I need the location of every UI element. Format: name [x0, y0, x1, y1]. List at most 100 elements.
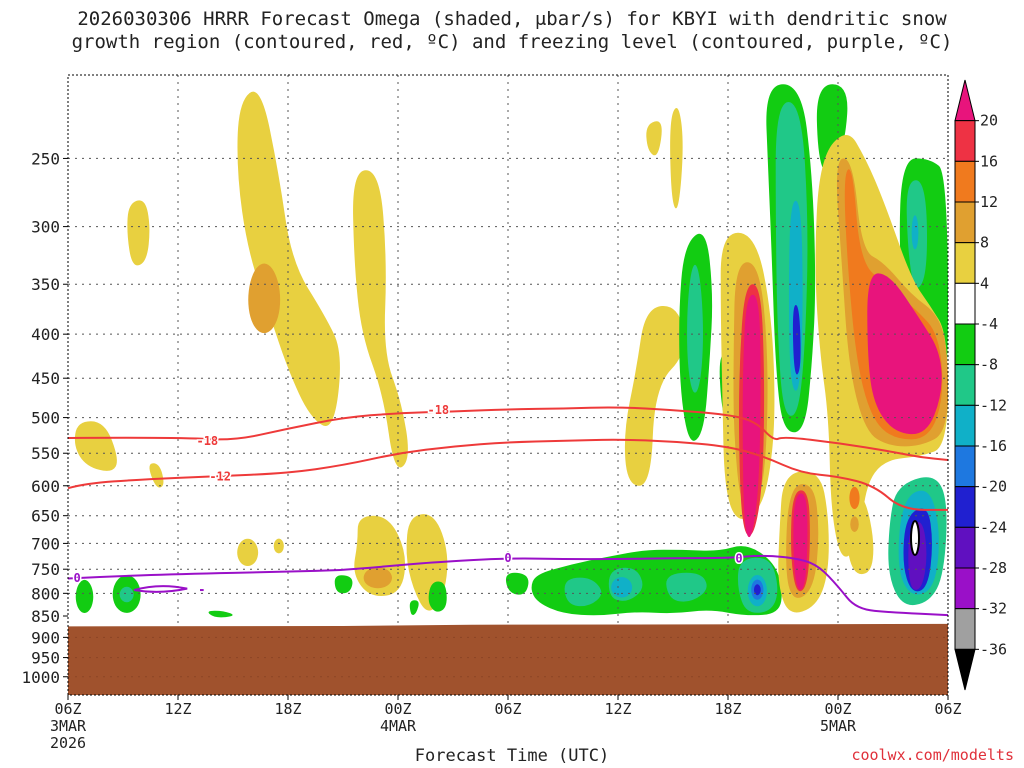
- contour-label: -12: [209, 469, 231, 483]
- y-tick-label: 550: [31, 444, 60, 463]
- contour-label: -18: [427, 403, 449, 417]
- x-tick-label: 06Z: [54, 700, 81, 718]
- y-tick-label: 250: [31, 149, 60, 168]
- x-tick-label: 00Z: [384, 700, 411, 718]
- x-tick-label: 00Z: [824, 700, 851, 718]
- credit-link[interactable]: coolwx.com/modelts: [851, 746, 1014, 764]
- x-tick-date: 3MAR: [50, 717, 87, 735]
- colorbar-segment: [954, 323, 976, 366]
- omega-region: [353, 170, 408, 468]
- y-tick-label: 350: [31, 275, 60, 294]
- y-tick-label: 700: [31, 534, 60, 553]
- omega-region: [149, 463, 164, 488]
- colorbar-segment: [954, 608, 976, 650]
- contour-dgz-minus18: [67, 406, 949, 461]
- omega-region: [74, 421, 117, 471]
- contour-label: 0: [74, 571, 81, 585]
- colorbar-segment: [954, 364, 976, 406]
- colorbar-label: -12: [980, 396, 1007, 414]
- omega-region: [624, 305, 685, 486]
- y-tick-label: 500: [31, 409, 60, 428]
- colorbar-label: 12: [980, 193, 998, 211]
- omega-region: [237, 91, 340, 427]
- y-tick-label: 750: [31, 560, 60, 579]
- x-axis-label: Forecast Time (UTC): [414, 746, 610, 766]
- omega-region: [363, 567, 392, 589]
- x-tick-date: 4MAR: [380, 717, 417, 735]
- omega-region: [793, 493, 808, 590]
- colorbar-segment: [954, 160, 976, 203]
- omega-region: [670, 108, 683, 209]
- y-tick-label: 950: [31, 649, 60, 668]
- colorbar-segment: [954, 445, 976, 488]
- chart-title-line1: 2026030306 HRRR Forecast Omega (shaded, …: [77, 8, 947, 30]
- y-tick-label: 900: [31, 628, 60, 647]
- contour-label: 0: [735, 552, 742, 566]
- contour-freezing-level: [67, 554, 949, 617]
- omega-region: [646, 121, 662, 156]
- y-tick-label: 450: [31, 369, 60, 388]
- colorbar-label: 4: [980, 274, 989, 292]
- omega-region: [911, 215, 919, 250]
- colorbar-segment: [954, 242, 976, 284]
- omega-region: [237, 538, 259, 566]
- omega-region: [273, 538, 284, 554]
- y-tick-label: 300: [31, 218, 60, 237]
- axes-layer: 250 300 350 400 450 500 550 600 650 700 750 800 850 9…: [21, 74, 962, 752]
- omega-region: [334, 575, 353, 594]
- colorbar-segment: [954, 120, 976, 162]
- omega-region: [208, 610, 233, 618]
- chart-title: 2026030306 HRRR Forecast Omega (shaded, …: [0, 8, 1024, 54]
- terrain-fill: [68, 623, 948, 695]
- colorbar-label: -20: [980, 478, 1007, 496]
- omega-region: [910, 520, 920, 557]
- colorbar-label: -32: [980, 600, 1007, 618]
- omega-region: [867, 273, 942, 435]
- omega-shading-layer: [74, 84, 948, 618]
- omega-region: [119, 586, 134, 603]
- y-tick-label: 600: [31, 477, 60, 496]
- y-tick-label: 1000: [21, 668, 60, 687]
- omega-region: [753, 584, 761, 596]
- contour-layer: -18 -18 -12 0 0 0: [67, 402, 949, 617]
- x-tick-date: 5MAR: [820, 717, 857, 735]
- omega-region: [564, 577, 602, 607]
- colorbar-segment: [954, 567, 976, 610]
- omega-region: [849, 486, 860, 510]
- omega-region: [850, 516, 859, 532]
- x-tick-label: 06Z: [934, 700, 961, 718]
- x-tick-label: 12Z: [604, 700, 631, 718]
- grid-layer: [68, 75, 948, 695]
- colorbar-label: -8: [980, 356, 998, 374]
- colorbar-segment: [954, 648, 976, 691]
- colorbar-label: 16: [980, 152, 998, 170]
- contour-freezing-loop: [133, 585, 188, 593]
- colorbar-label: -36: [980, 640, 1007, 658]
- omega-region: [792, 305, 801, 375]
- chart-title-line2: growth region (contoured, red, ºC) and f…: [71, 31, 953, 53]
- colorbar-segment: [954, 201, 976, 244]
- omega-region: [846, 490, 874, 575]
- colorbar-label: -24: [980, 518, 1007, 536]
- x-tick-label: 18Z: [274, 700, 301, 718]
- x-tick-label: 18Z: [714, 700, 741, 718]
- y-tick-label: 800: [31, 584, 60, 603]
- omega-region: [409, 600, 419, 616]
- omega-region: [505, 572, 529, 595]
- colorbar-label: 20: [980, 112, 998, 130]
- omega-region: [687, 264, 703, 393]
- omega-region: [428, 581, 447, 612]
- contour-label: 0: [504, 551, 511, 565]
- colorbar-label: -4: [980, 315, 998, 333]
- x-tick-label: 12Z: [164, 700, 191, 718]
- omega-region: [248, 263, 281, 334]
- colorbar-segment: [954, 526, 976, 569]
- colorbar-label: 8: [980, 234, 989, 252]
- colorbar-label: -28: [980, 559, 1007, 577]
- colorbar-segment: [954, 404, 976, 447]
- colorbar-segment: [954, 282, 976, 325]
- terrain-layer: [68, 623, 948, 695]
- colorbar-label: -16: [980, 437, 1007, 455]
- colorbar-segment: [954, 79, 976, 122]
